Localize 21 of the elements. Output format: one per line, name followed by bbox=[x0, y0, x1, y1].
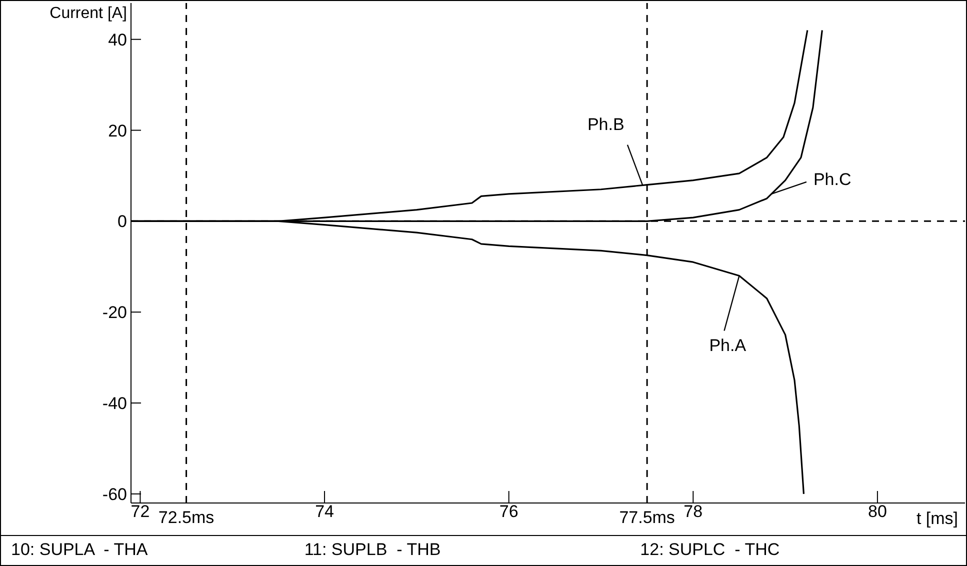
ref-line-label: 77.5ms bbox=[619, 508, 675, 527]
annotation: Ph.B bbox=[587, 114, 624, 135]
y-tick-label: 20 bbox=[108, 121, 127, 140]
text: 11: SUPLB - THB bbox=[303, 539, 442, 561]
text: 12: SUPLC - THC bbox=[639, 539, 781, 561]
annotation: Ph.C bbox=[813, 170, 852, 190]
y-tick-label: -40 bbox=[102, 394, 127, 414]
y-tick-label: -20 bbox=[102, 303, 127, 322]
y-axis-title: Current [A] bbox=[50, 5, 127, 23]
ref-line-label: 72.5ms bbox=[158, 508, 214, 527]
x-axis-title: t [ms] bbox=[916, 509, 958, 529]
x-tick-label: 72 bbox=[130, 502, 150, 522]
y-tick-label: 0 bbox=[118, 212, 127, 232]
x-tick-label: 74 bbox=[315, 502, 334, 522]
y-tick-label: 40 bbox=[108, 30, 127, 50]
x-tick-label: 80 bbox=[868, 502, 887, 522]
x-tick-label: 78 bbox=[684, 502, 703, 522]
annotation: Ph.A bbox=[709, 336, 746, 356]
y-tick-label: -60 bbox=[102, 484, 127, 504]
text: 10: SUPLA - THA bbox=[10, 539, 149, 561]
x-tick-label: 76 bbox=[499, 502, 518, 522]
